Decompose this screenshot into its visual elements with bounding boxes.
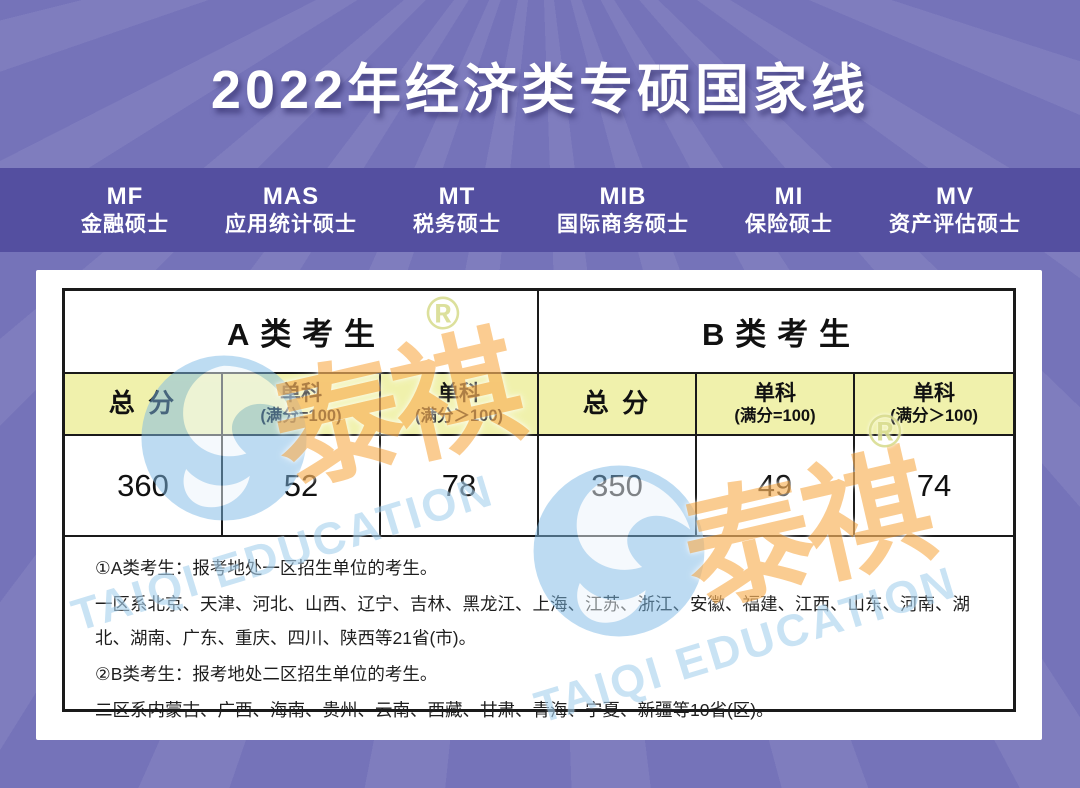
category-name: 资产评估硕士 (889, 212, 1021, 236)
category-mv: MV 资产评估硕士 (872, 182, 1038, 238)
subheader-single-100-a: 单科 (满分=100) (223, 374, 381, 436)
page-title: 2022年经济类专硕国家线 (210, 59, 870, 120)
category-code: MAS (262, 182, 320, 210)
title-bar: 2022年经济类专硕国家线 (0, 0, 1080, 168)
subheader-single-gt100-b: 单科 (满分＞100) (855, 374, 1013, 436)
subheader-label: 单科 (913, 381, 955, 405)
subheader-single-gt100-a: 单科 (满分＞100) (381, 374, 539, 436)
subheader-label: 单科 (754, 381, 796, 405)
category-name: 应用统计硕士 (225, 212, 357, 236)
category-mas: MAS 应用统计硕士 (208, 182, 374, 238)
category-code: MV (936, 182, 974, 210)
subheader-note: (满分=100) (260, 406, 342, 425)
score-total-a: 360 (65, 436, 223, 537)
category-mi: MI 保险硕士 (706, 182, 872, 238)
category-mib: MIB 国际商务硕士 (540, 182, 706, 238)
subheader-total-b: 总 分 (539, 374, 697, 436)
category-code: MIB (599, 182, 647, 210)
group-header-a: A类考生 (65, 291, 539, 374)
category-band: MF 金融硕士 MAS 应用统计硕士 MT 税务硕士 MIB 国际商务硕士 MI… (0, 168, 1080, 252)
category-mf: MF 金融硕士 (42, 182, 208, 238)
score-total-b: 350 (539, 436, 697, 537)
subheader-label: 单科 (438, 381, 480, 405)
category-code: MF (106, 182, 144, 210)
subheader-note: (满分=100) (734, 406, 816, 425)
score-card: A类考生 B类考生 总 分 单科 (满分=100) 单科 (满分＞100) 总 … (36, 270, 1042, 740)
subheader-label: 总 分 (582, 388, 652, 419)
category-name: 税务硕士 (413, 212, 501, 236)
score-single-gt100-a: 78 (381, 436, 539, 537)
category-name: 国际商务硕士 (557, 212, 689, 236)
subheader-total-a: 总 分 (65, 374, 223, 436)
category-code: MI (774, 182, 804, 210)
category-code: MT (438, 182, 476, 210)
footnote-a-definition: ①A类考生：报考地处一区招生单位的考生。 (95, 558, 438, 578)
category-mt: MT 税务硕士 (374, 182, 540, 238)
subheader-label: 总 分 (108, 388, 178, 419)
group-header-b: B类考生 (539, 291, 1013, 374)
category-name: 金融硕士 (81, 212, 169, 236)
score-single-100-b: 49 (697, 436, 855, 537)
footnote-zone1-provinces: 一区系北京、天津、河北、山西、辽宁、吉林、黑龙江、上海、江苏、浙江、安徽、福建、… (95, 594, 970, 648)
subheader-note: (满分＞100) (414, 406, 504, 425)
footnote-b-definition: ②B类考生：报考地处二区招生单位的考生。 (95, 664, 438, 684)
subheader-label: 单科 (280, 381, 322, 405)
category-name: 保险硕士 (745, 212, 833, 236)
score-single-100-a: 52 (223, 436, 381, 537)
footnotes: ①A类考生：报考地处一区招生单位的考生。 一区系北京、天津、河北、山西、辽宁、吉… (65, 537, 1013, 728)
subheader-note: (满分＞100) (889, 406, 979, 425)
score-single-gt100-b: 74 (855, 436, 1013, 537)
subheader-single-100-b: 单科 (满分=100) (697, 374, 855, 436)
footnote-zone2-provinces: 二区系内蒙古、广西、海南、贵州、云南、西藏、甘肃、青海、宁夏、新疆等10省(区)… (95, 700, 774, 720)
score-table: A类考生 B类考生 总 分 单科 (满分=100) 单科 (满分＞100) 总 … (62, 288, 1016, 720)
